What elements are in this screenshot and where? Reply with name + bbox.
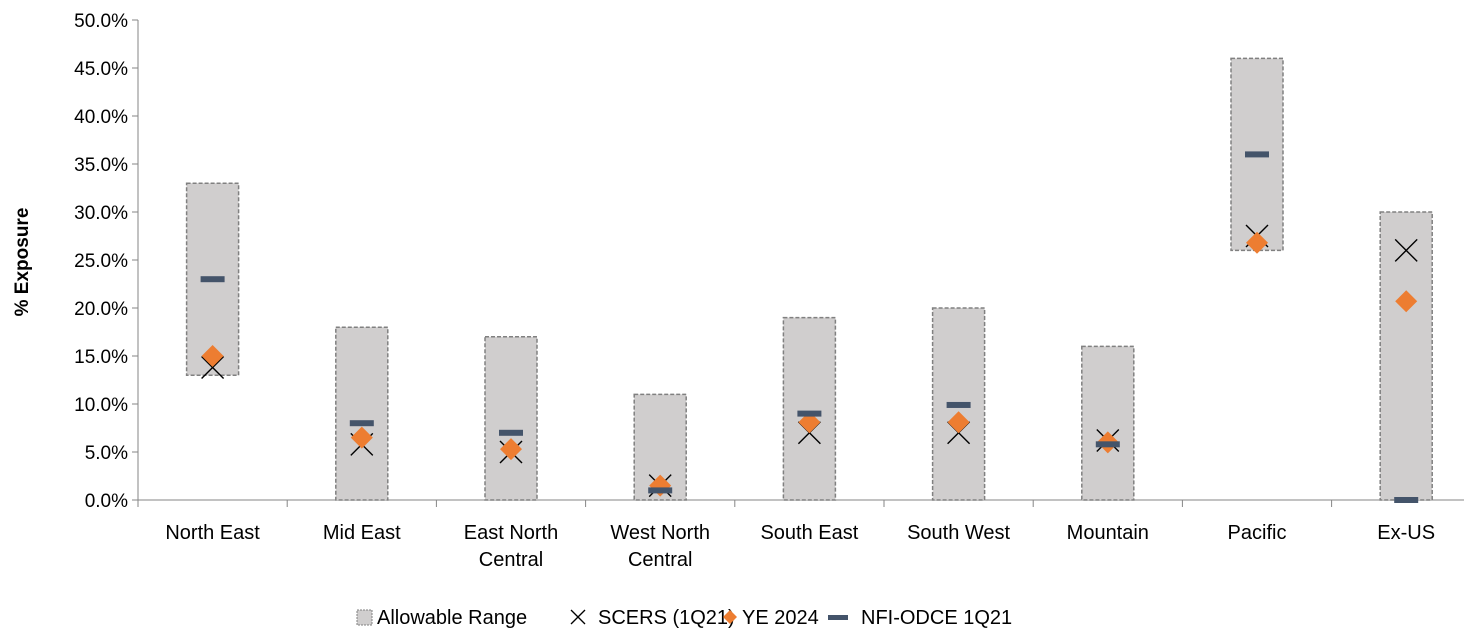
legend-ye2024-marker [723,610,737,624]
y-tick-label: 15.0% [74,347,128,368]
range-box [335,326,389,501]
legend-range-swatch [356,609,373,626]
ye2024-marker [1246,231,1268,254]
y-tick-label: 25.0% [74,251,128,272]
nfi-odce-marker [349,420,374,427]
legend: Allowable Range SCERS (1Q21) YE 2024 NFI-OD… [356,607,1012,629]
category-label: South West [907,522,1010,544]
y-tick-label: 5.0% [85,443,128,464]
legend-range-label: Allowable Range [377,607,527,629]
nfi-odce-marker [1394,497,1419,503]
scers-marker [201,356,225,380]
y-axis-title: % Exposure [12,208,33,317]
category-label: West North Central [610,522,710,571]
nfi-odce-marker [200,276,225,283]
ye2024-marker [500,438,522,461]
ye2024-marker [798,411,821,434]
category-label: North East [165,522,260,544]
category-label: Mountain [1067,522,1149,544]
ye2024-marker [1395,290,1418,313]
range-box [782,316,837,501]
category-label: Pacific [1228,522,1287,544]
plot-area: 0.0% 5.0% 10.0% 15.0% 20.0% 25.0% 30.0% 35.0% 40… [74,11,1464,571]
marker-stroke [1394,238,1418,262]
legend-nfi-odce-marker [828,615,848,620]
y-tick-label: 20.0% [74,299,128,320]
y-tick-label: 45.0% [74,59,128,80]
y-tick-label: 50.0% [74,11,128,32]
range-box [484,336,538,501]
nfi-odce-marker [797,410,822,417]
legend-ye2024-label: YE 2024 [742,607,819,629]
y-tick-label: 35.0% [74,155,128,176]
marker-stroke [570,609,586,625]
nfi-odce-marker [499,429,523,436]
category-label: Mid East [323,522,401,544]
category-label: East North Central [464,522,558,571]
legend-scers-label: SCERS (1Q21) [598,607,735,629]
nfi-odce-marker [1245,151,1269,158]
ye2024-marker [201,345,224,367]
range-box [1081,345,1135,501]
ye2024-marker [947,411,970,434]
category-label: South East [760,522,858,544]
legend-scers-marker [570,609,586,625]
ye2024-marker [350,426,373,449]
y-tick-label: 30.0% [74,203,128,224]
range-box [931,307,986,501]
range-box [1379,211,1433,501]
legend-nfi-odce-label: NFI-ODCE 1Q21 [861,607,1012,629]
marker-stroke [201,356,225,380]
y-tick-label: 10.0% [74,395,128,416]
nfi-odce-marker [1095,441,1120,448]
nfi-odce-marker [946,401,971,408]
scers-marker [1394,238,1418,262]
y-tick-label: 0.0% [85,491,128,512]
nfi-odce-marker [648,487,673,494]
category-label: Ex-US [1377,522,1435,544]
y-tick-label: 40.0% [74,107,128,128]
